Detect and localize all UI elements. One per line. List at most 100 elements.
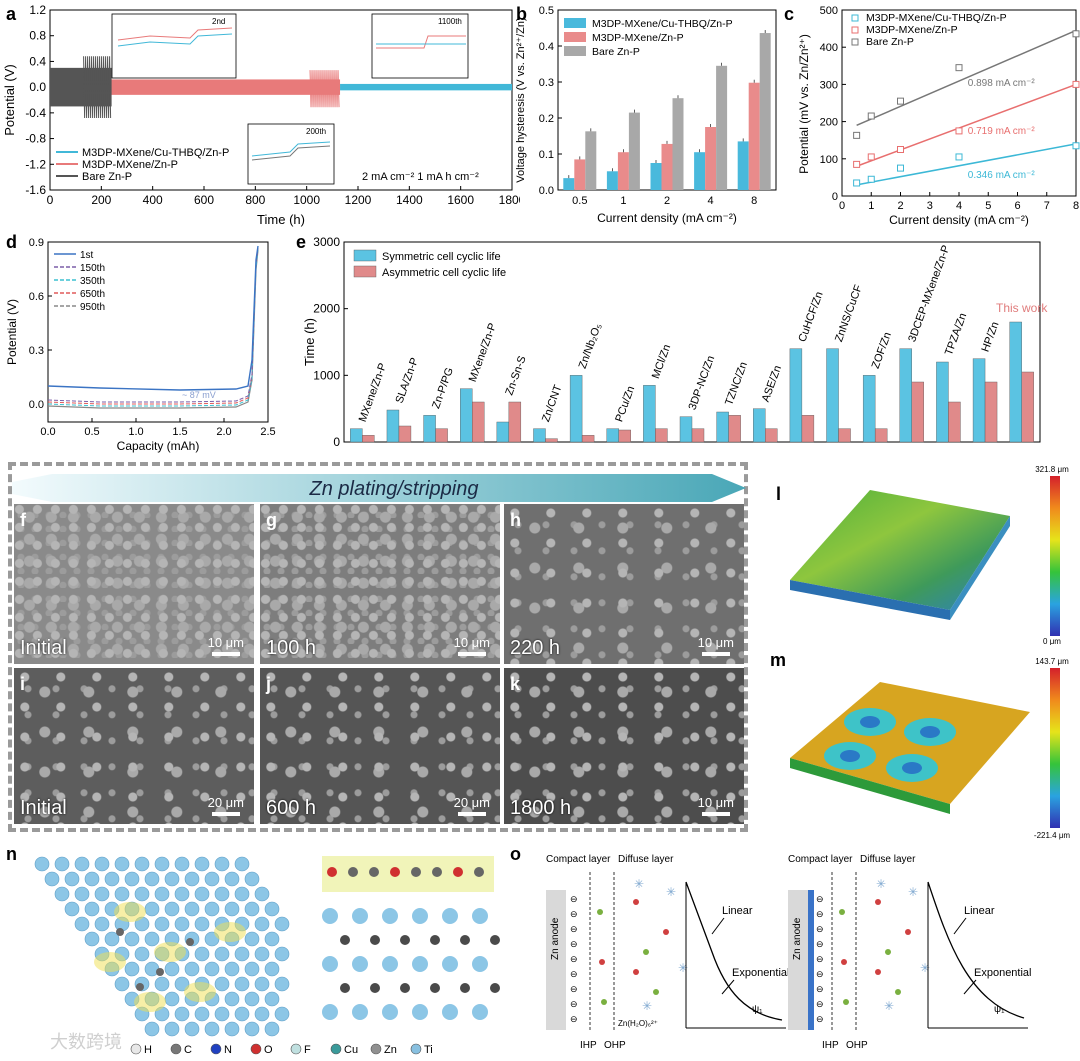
topo-l: l 321.8 μm 0 μm [776,465,1069,645]
ti-atom [264,901,280,917]
element-legend-label: O [264,1044,273,1056]
b-ytick-label: 0.0 [539,185,554,197]
e-legend-label: Asymmetric cell cyclic life [382,267,506,279]
e-bar [691,428,705,443]
element-legend-swatch [410,1043,422,1055]
ti-atom [194,916,210,932]
ti-atom [234,946,250,962]
ti-atom [184,1021,200,1037]
inset-a-2-label: 1100th [438,17,462,26]
inset-a-3-label: 200th [306,127,326,136]
ti-atom [442,908,458,924]
ti-atom [154,976,170,992]
b-xtick-label: 2 [664,195,670,207]
ti-atom [224,991,240,1007]
a-xtick-label: 1800 [499,193,520,207]
ti-atom [124,871,140,887]
d-ytick-label: 0.6 [29,291,44,303]
ti-atom [352,1004,368,1020]
b-legend-swatch [564,18,586,28]
d-legend-label: 350th [80,276,105,287]
b-ytick-label: 0.4 [539,41,554,53]
c-slope-label: 0.719 mA cm⁻² [968,126,1036,137]
c-ytick-label: 400 [820,42,838,54]
ti-atom [44,871,60,887]
axis-d-ylabel: Potential (V) [5,299,19,365]
ti-atom [224,901,240,917]
water-molecule: ✳ [634,877,644,891]
ti-atom [154,856,170,872]
b-legend-swatch [564,46,586,56]
e-bar [606,428,619,443]
b-ytick-label: 0.5 [539,5,554,17]
c-ytick-label: 500 [820,5,838,17]
ti-atom [442,956,458,972]
b-xtick-label: 8 [751,195,757,207]
c-legend-label: M3DP-MXene/Zn-P [866,24,958,36]
ti-atom [164,961,180,977]
water-molecule: ✳ [876,877,886,891]
ti-atom [74,916,90,932]
ion [597,909,603,915]
ti-atom [104,871,120,887]
edl-o: o Zn anode ⊖ ⊖ ⊖ ⊖ ⊖ ⊖ ⊖ ⊖ ⊖ Compact layer Diffuse … [510,844,1032,1051]
ti-atom [144,1021,160,1037]
element-legend-swatch [370,1043,382,1055]
c-point [867,175,875,183]
charge-density [154,942,186,962]
inset-a-2: 1100th [371,13,469,79]
b-ytick-label: 0.1 [539,149,554,161]
ihp-label: IHP [822,1040,839,1051]
ion [905,929,911,935]
ion [599,959,605,965]
exponential-label: Exponential [974,967,1032,979]
b-ytick-label: 0.3 [539,77,554,89]
ion [875,899,881,905]
c-atom [340,935,350,945]
ti-atom [214,856,230,872]
e-bar [874,428,888,443]
sem-time-label: Initial [20,637,67,659]
axis-c-xlabel: Current density (mA cm⁻²) [889,213,1029,227]
exponential-arrow [721,979,735,995]
charge-density [322,856,494,892]
sem-image-h: h 220 h 10 μm [504,504,744,664]
ti-atom [382,908,398,924]
d-ytick-label: 0.3 [29,345,44,357]
e-bar [679,416,693,443]
a-xtick-label: 0 [47,193,54,207]
d-legend-label: 950th [80,302,105,313]
c-point [955,153,963,161]
d-ytick-label: 0.9 [29,237,44,249]
molecule-atom [432,867,442,877]
d-xtick-label: 2.0 [216,426,231,438]
ti-atom [244,871,260,887]
c-atom [430,935,440,945]
ti-atom [104,931,120,947]
molecule-atom [390,867,400,877]
ion [841,959,847,965]
d-xtick-label: 0.0 [40,426,55,438]
e-bar [862,375,876,443]
ti-atom [194,946,210,962]
ti-atom [352,908,368,924]
c-point [853,131,861,139]
watermark: 大数跨境 [50,1032,122,1052]
c-atom [460,935,470,945]
scale-bar: 10 μm [454,635,490,656]
ti-atom [264,931,280,947]
c-atom [186,938,194,946]
element-legend-label: H [144,1044,152,1056]
inset-a-1-label: 2nd [212,17,225,26]
panel-letter-d: d [6,232,17,252]
b-bar [650,163,662,190]
ti-atom [94,856,110,872]
c-atom [460,983,470,993]
d-legend-label: 150th [80,263,105,274]
e-bar [533,428,546,443]
e-bar [508,401,522,443]
a-xtick-label: 200 [91,193,111,207]
c-point [897,97,904,105]
c-ytick-label: 0 [832,191,838,203]
panel-letter-o: o [510,844,521,864]
